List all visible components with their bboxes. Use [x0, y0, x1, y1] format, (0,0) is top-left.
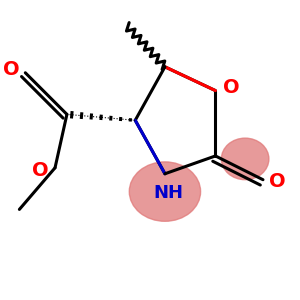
Text: O: O [224, 78, 240, 97]
Text: O: O [32, 161, 49, 180]
Ellipse shape [221, 138, 269, 180]
Text: NH: NH [153, 184, 183, 202]
Ellipse shape [129, 162, 201, 221]
Text: O: O [3, 60, 20, 79]
Text: O: O [269, 172, 286, 191]
